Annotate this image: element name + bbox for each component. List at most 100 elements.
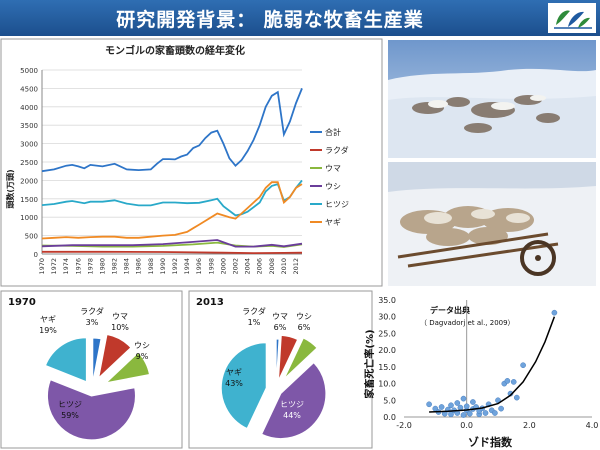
mortality-scatter-chart: データ出典 （ Dagvadorj et al., 2009） 家畜死亡率(%)… — [363, 296, 598, 449]
pie-slice-value-4: 19% — [39, 326, 57, 335]
pie-slice-3 — [261, 361, 327, 439]
scatter-y-tick-label: 5.0 — [383, 396, 396, 405]
pie-slice-label-1: ウマ — [112, 312, 128, 321]
pie-slice-label-0: ラクダ — [242, 306, 266, 316]
line-chart-y-tick-label: 500 — [25, 233, 38, 241]
slide-title: 研究開発背景： 脆弱な牧畜生産業 — [116, 9, 424, 31]
line-chart-x-tick-label: 1990 — [159, 258, 167, 275]
scatter-x-tick-label: 4.0 — [586, 421, 599, 430]
scatter-point-30 — [504, 378, 511, 384]
line-chart-x-tick-label: 2002 — [231, 258, 239, 275]
line-chart-y-tick-label: 1000 — [20, 214, 38, 222]
pie-slice-value-3: 44% — [283, 411, 301, 420]
dead-livestock-snow-photo — [388, 40, 596, 158]
line-series-3 — [41, 239, 303, 248]
scatter-point-33 — [513, 394, 520, 401]
scatter-point-26 — [492, 410, 498, 416]
scatter-point-12 — [460, 412, 467, 418]
line-chart-x-tick-label: 2000 — [219, 258, 227, 275]
legend-label-5: ヤギ — [325, 218, 341, 227]
pie-slice-value-1: 6% — [274, 323, 287, 332]
scatter-axes — [404, 300, 592, 418]
line-series-5 — [41, 181, 303, 240]
line-chart-x-tick-label: 1996 — [195, 258, 203, 275]
pie-slice-value-4: 43% — [225, 379, 243, 388]
line-chart-y-axis-label: 頭数(万頭) — [5, 169, 15, 208]
pie-slice-3 — [46, 379, 136, 441]
scatter-point-11 — [457, 404, 464, 411]
legend-label-0: 合計 — [325, 127, 341, 137]
line-chart-x-tick-label: 1992 — [171, 258, 179, 275]
line-chart-x-tick-label: 1988 — [147, 258, 155, 275]
livestock-carcass-cart-photo — [388, 162, 596, 286]
line-chart-x-ticks: 1970 1972 1974 1976 1978 1980 1982 1984 1986 1988… — [38, 258, 300, 275]
line-chart-y-tick-label: 2500 — [20, 159, 38, 167]
line-chart-y-tick-label: 3500 — [20, 122, 38, 130]
scatter-x-tick-label: 2.0 — [523, 421, 536, 430]
scatter-x-axis-label: ゾド指数 — [468, 435, 513, 449]
livestock-line-chart: モンゴルの家畜頭数の経年変化 頭数(万頭) 0 500 1000 1500 2000 25… — [0, 38, 383, 287]
pie-slice-0 — [275, 338, 280, 385]
pie-slice-value-2: 6% — [298, 323, 311, 332]
line-chart-y-tick-label: 2000 — [20, 177, 38, 185]
scatter-x-ticks: -2.0 0.0 2.0 4.0 — [396, 421, 598, 430]
line-chart-x-tick-label: 1974 — [62, 258, 70, 275]
leaf-logo-icon — [548, 3, 596, 33]
scatter-y-ticks: 0.0 5.0 10.0 15.0 20.0 25.0 30.0 35.0 — [378, 296, 396, 422]
line-chart-x-tick-label: 1994 — [183, 258, 191, 275]
legend-label-2: ウマ — [325, 164, 341, 173]
line-chart-x-tick-label: 2012 — [292, 258, 300, 275]
pie-slice-label-3: ヒツジ — [280, 400, 304, 409]
pie-2013-title: 2013 — [196, 297, 224, 308]
scatter-point-17 — [470, 399, 476, 405]
legend-label-1: ラクダ — [325, 145, 349, 155]
line-chart-x-tick-label: 1972 — [50, 258, 58, 275]
scatter-x-tick-label: -2.0 — [396, 421, 412, 430]
line-chart-x-tick-label: 1998 — [207, 258, 215, 275]
pie-2013-slices — [220, 334, 327, 439]
line-chart-y-tick-label: 5000 — [20, 67, 38, 75]
line-series-4 — [41, 179, 303, 217]
pie-1970-title: 1970 — [8, 297, 36, 308]
line-chart-x-tick-label: 1984 — [123, 258, 131, 275]
line-chart-x-tick-label: 2010 — [280, 258, 288, 275]
scatter-point-15 — [463, 403, 470, 410]
scatter-y-tick-label: 15.0 — [378, 363, 396, 372]
scatter-annotation: データ出典 — [430, 305, 470, 315]
line-chart-frame — [0, 38, 383, 287]
scatter-y-tick-label: 25.0 — [378, 329, 396, 338]
legend-label-4: ヒツジ — [325, 200, 349, 209]
line-series-0 — [41, 88, 303, 173]
scatter-point-13 — [460, 395, 467, 402]
scatter-y-tick-label: 30.0 — [378, 313, 396, 322]
line-chart-x-tick-label: 2006 — [256, 258, 264, 275]
line-chart-y-tick-label: 4500 — [20, 85, 38, 93]
pie-slice-value-3: 59% — [61, 411, 79, 420]
line-chart-x-tick-label: 1976 — [74, 258, 82, 275]
scatter-trend-line — [429, 316, 556, 413]
pie-slice-1 — [277, 334, 299, 381]
pie-chart-2013: 2013 ラクダ 1% ウマ 6% ウシ 6% ヒツジ 44% ヤギ 43% — [188, 290, 373, 449]
pie-2013-labels: ラクダ 1% ウマ 6% ウシ 6% ヒツジ 44% ヤギ 43% — [225, 306, 312, 420]
line-chart-x-tick-label: 1970 — [38, 258, 46, 275]
line-chart-title: モンゴルの家畜頭数の経年変化 — [105, 44, 245, 57]
scatter-y-axis-label: 家畜死亡率(%) — [363, 329, 376, 398]
pie-slice-value-2: 9% — [136, 352, 149, 361]
scatter-y-tick-label: 35.0 — [378, 296, 396, 305]
pie-slice-label-4: ヤギ — [226, 368, 242, 377]
pie-slice-2 — [283, 337, 318, 380]
scatter-point-3 — [438, 404, 445, 410]
scatter-points — [426, 309, 558, 418]
scatter-point-7 — [448, 402, 454, 409]
pie-slice-label-2: ウシ — [134, 341, 150, 350]
scatter-y-tick-label: 20.0 — [378, 346, 396, 355]
scatter-y-tick-label: 0.0 — [383, 413, 396, 422]
scatter-point-32 — [510, 379, 517, 385]
pie-1970-slices — [44, 333, 151, 441]
pie-slice-4 — [220, 342, 267, 430]
pie-slice-label-3: ヒツジ — [58, 400, 82, 409]
scatter-annotation-source: （ Dagvadorj et al., 2009） — [420, 319, 515, 327]
line-chart-y-tick-label: 3000 — [20, 141, 38, 149]
legend-label-3: ウシ — [325, 182, 341, 191]
line-chart-y-tick-label: 0 — [34, 251, 38, 259]
